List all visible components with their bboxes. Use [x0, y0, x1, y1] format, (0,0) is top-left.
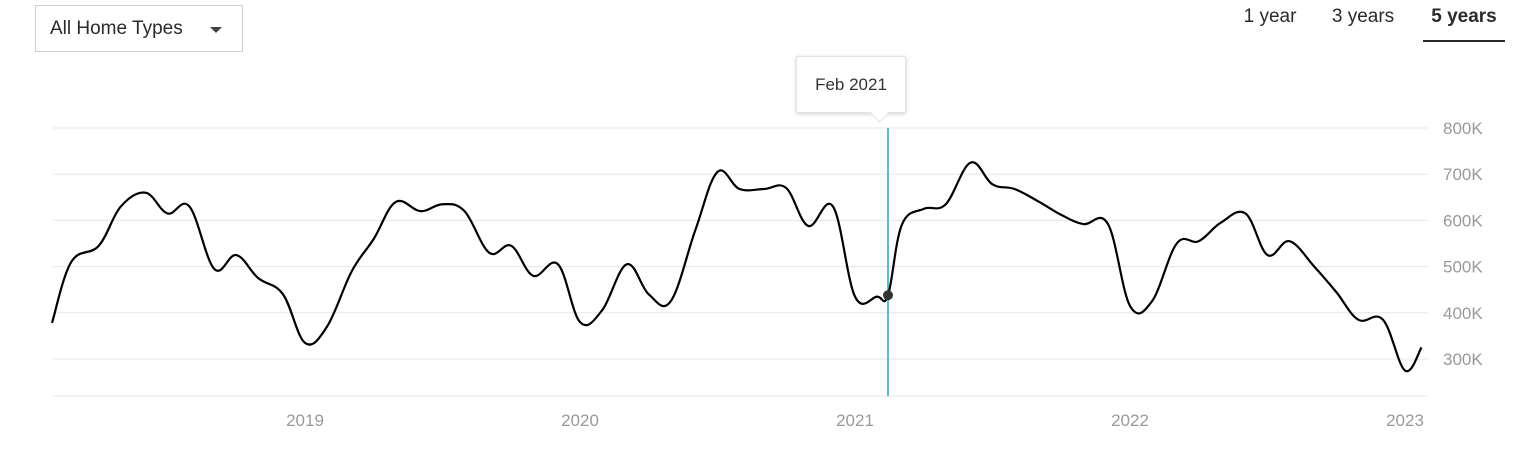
tab-5-years[interactable]: 5 years: [1423, 4, 1505, 42]
x-tick-label: 2023: [1386, 411, 1424, 430]
chart-grid: [53, 127, 1428, 397]
home-type-dropdown[interactable]: All Home Types: [35, 5, 243, 52]
tab-1-year[interactable]: 1 year: [1243, 6, 1297, 27]
price-series-line: [50, 161, 1423, 373]
y-tick-label: 600K: [1443, 211, 1483, 230]
home-type-dropdown-label: All Home Types: [50, 17, 183, 39]
hover-point: [883, 290, 893, 301]
x-tick-label: 2019: [286, 411, 324, 430]
y-tick-label: 300K: [1443, 350, 1483, 369]
tooltip-date: Feb 2021: [815, 74, 887, 94]
caret-down-icon: [210, 27, 222, 33]
x-tick-label: 2021: [836, 411, 874, 430]
x-tick-label: 2020: [561, 411, 599, 430]
tab-3-years[interactable]: 3 years: [1331, 6, 1395, 27]
x-tick-label: 2022: [1111, 411, 1149, 430]
y-tick-label: 700K: [1443, 165, 1483, 184]
y-tick-label: 400K: [1443, 304, 1483, 323]
y-tick-label: 800K: [1443, 119, 1483, 138]
x-axis-labels: 2019 2020 2021 2022 2023: [286, 411, 1424, 430]
hover-tooltip: Feb 2021: [796, 56, 906, 123]
y-tick-label: 500K: [1443, 258, 1483, 277]
y-axis-labels: 800K 700K 600K 500K 400K 300K: [1443, 119, 1483, 369]
